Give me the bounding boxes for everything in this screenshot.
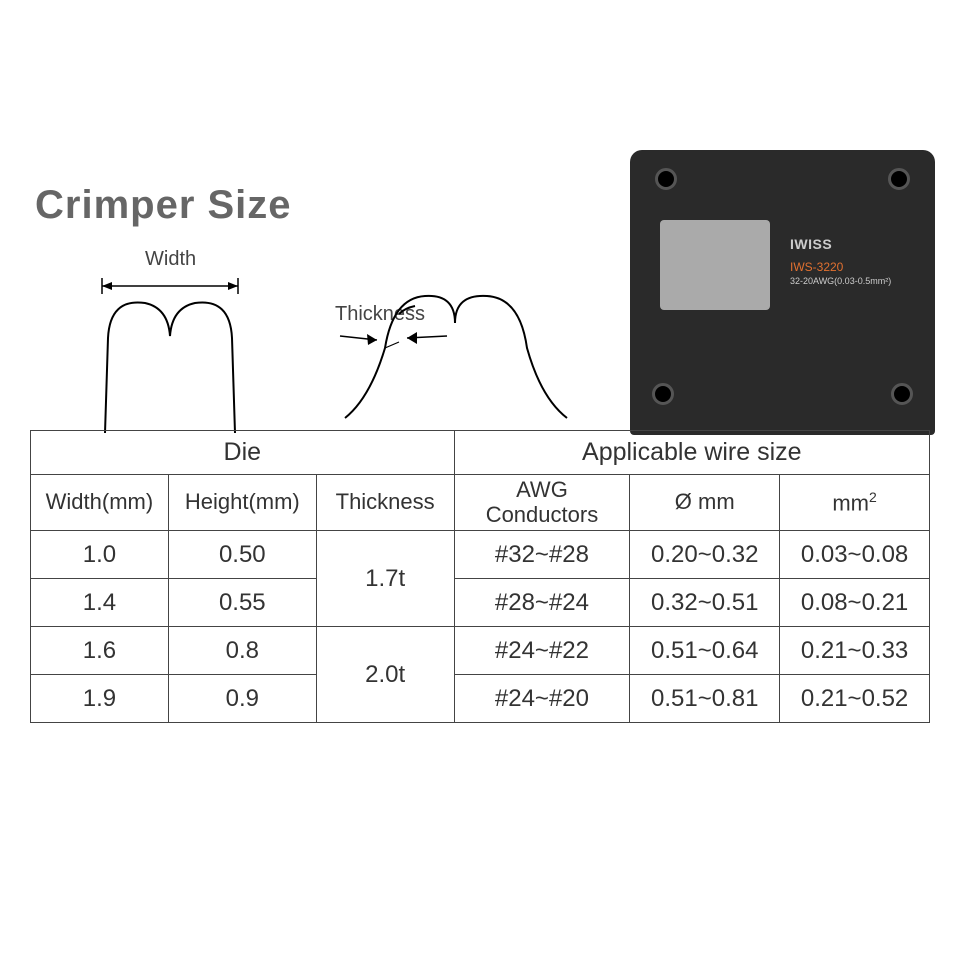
table-row: 1.6 0.8 2.0t #24~#22 0.51~0.64 0.21~0.33 xyxy=(31,627,930,675)
cell: 0.03~0.08 xyxy=(780,531,930,579)
cell: 0.55 xyxy=(168,579,316,627)
table-row: 1.0 0.50 1.7t #32~#28 0.20~0.32 0.03~0.0… xyxy=(31,531,930,579)
cell: 1.4 xyxy=(31,579,169,627)
cell: 0.32~0.51 xyxy=(630,579,780,627)
diagram-area: Width Thickness xyxy=(60,248,580,428)
thickness-diagram-icon xyxy=(315,268,575,438)
cell-thickness: 2.0t xyxy=(316,627,454,723)
col-awg: AWGConductors xyxy=(454,475,630,531)
cell: 0.08~0.21 xyxy=(780,579,930,627)
cell: #28~#24 xyxy=(454,579,630,627)
cell: 1.6 xyxy=(31,627,169,675)
cell: 0.21~0.52 xyxy=(780,675,930,723)
page-title: Crimper Size xyxy=(35,183,292,228)
cell: 1.0 xyxy=(31,531,169,579)
tool-label-text: IWISS IWS-3220 32-20AWG(0.03-0.5mm²) xyxy=(790,235,891,288)
width-diagram-icon xyxy=(60,268,280,438)
cell: 0.9 xyxy=(168,675,316,723)
cell: 1.9 xyxy=(31,675,169,723)
cell: #32~#28 xyxy=(454,531,630,579)
cell: 0.50 xyxy=(168,531,316,579)
header-die: Die xyxy=(31,431,455,475)
tool-photo: IWISS IWS-3220 32-20AWG(0.03-0.5mm²) xyxy=(630,150,935,435)
spec-table: Die Applicable wire size Width(mm) Heigh… xyxy=(30,430,930,723)
col-height: Height(mm) xyxy=(168,475,316,531)
header-wire: Applicable wire size xyxy=(454,431,929,475)
col-diam: Ø mm xyxy=(630,475,780,531)
col-mm2: mm2 xyxy=(780,475,930,531)
cell: 0.20~0.32 xyxy=(630,531,780,579)
col-thickness: Thickness xyxy=(316,475,454,531)
cell: #24~#22 xyxy=(454,627,630,675)
table-row: 1.9 0.9 #24~#20 0.51~0.81 0.21~0.52 xyxy=(31,675,930,723)
table-row: 1.4 0.55 #28~#24 0.32~0.51 0.08~0.21 xyxy=(31,579,930,627)
cell-thickness: 1.7t xyxy=(316,531,454,627)
cell: 0.21~0.33 xyxy=(780,627,930,675)
cell: 0.8 xyxy=(168,627,316,675)
cell: 0.51~0.81 xyxy=(630,675,780,723)
cell: #24~#20 xyxy=(454,675,630,723)
cell: 0.51~0.64 xyxy=(630,627,780,675)
col-width: Width(mm) xyxy=(31,475,169,531)
